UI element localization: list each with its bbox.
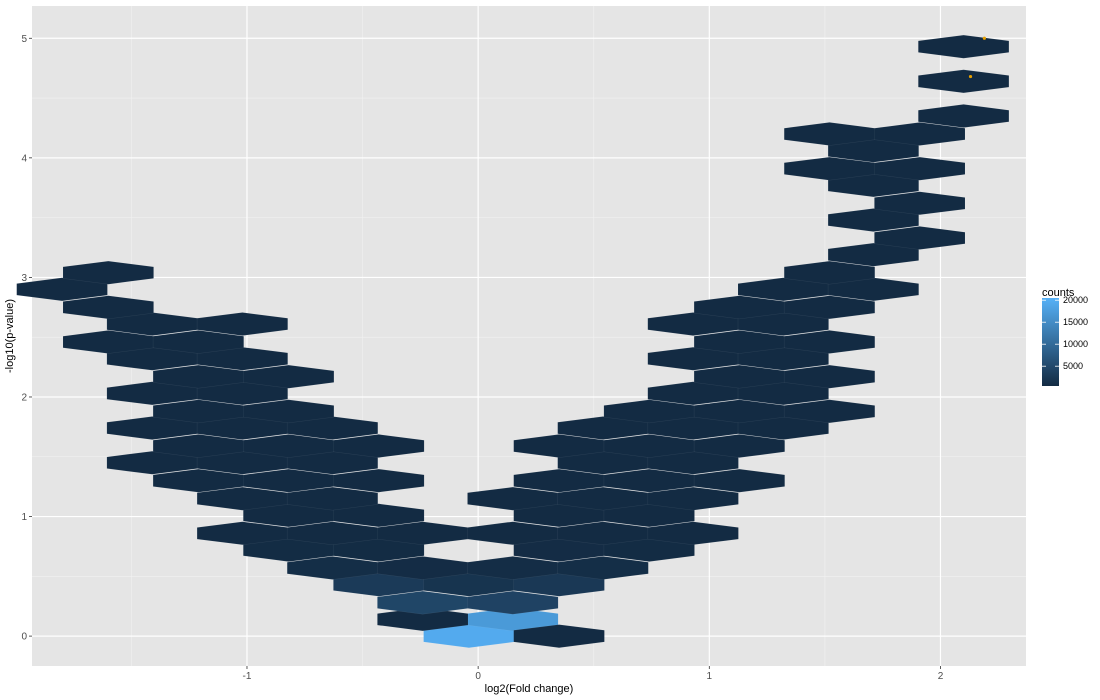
hexbin-layer — [16, 34, 1010, 648]
hex-bin — [918, 34, 1010, 59]
legend-label: 20000 — [1063, 295, 1088, 305]
x-tick-label: -1 — [243, 671, 252, 682]
hex-bin — [196, 312, 288, 336]
legend-label: 10000 — [1063, 339, 1088, 349]
hex-bin — [377, 607, 469, 632]
y-tick-label: 4 — [21, 153, 27, 164]
hex-bin — [874, 226, 966, 250]
legend-label: 15000 — [1063, 317, 1088, 327]
hex-bin — [333, 434, 425, 458]
hex-bin — [784, 364, 875, 389]
hex-bin — [243, 364, 335, 389]
hex-bin — [333, 468, 425, 493]
hex-bin — [513, 624, 605, 648]
legend-label: 5000 — [1063, 361, 1083, 371]
hex-bin — [647, 521, 739, 546]
hex-bin — [693, 468, 785, 493]
y-tick-label: 2 — [21, 392, 27, 403]
hex-bin — [784, 260, 875, 285]
hex-bin — [874, 191, 966, 216]
hex-bin — [152, 330, 244, 354]
hex-bin — [784, 330, 875, 354]
hex-bin — [918, 69, 1010, 94]
legend-labels: 20000 15000 10000 5000 — [1042, 295, 1088, 371]
hex-bin — [918, 104, 1010, 128]
legend: counts 20000 15000 10000 5000 — [1042, 287, 1088, 386]
legend-colorbar — [1042, 298, 1059, 386]
y-axis-title: -log10(p-value) — [4, 299, 16, 373]
hex-bin — [874, 122, 966, 146]
legend-title: counts — [1042, 287, 1075, 299]
x-tick-label: 0 — [475, 671, 481, 682]
x-tick-label: 1 — [707, 671, 713, 682]
x-axis-ticks: -1 0 1 2 — [243, 666, 944, 682]
hex-bin — [467, 590, 559, 615]
highlight-point — [968, 74, 973, 79]
hex-bin — [784, 399, 875, 424]
y-tick-label: 3 — [21, 273, 27, 284]
hex-bin — [693, 434, 785, 458]
hex-bin — [62, 295, 154, 320]
y-tick-label: 0 — [21, 632, 27, 643]
hex-bin — [647, 486, 739, 511]
y-tick-label: 1 — [21, 512, 27, 523]
y-tick-label: 5 — [21, 34, 27, 45]
y-axis-ticks: 0 1 2 3 4 5 — [21, 34, 32, 643]
x-tick-label: 2 — [938, 671, 944, 682]
hex-bin — [557, 556, 649, 580]
hex-bin — [874, 156, 966, 181]
hex-bin — [243, 399, 335, 424]
highlight-point — [982, 36, 986, 40]
hex-bin — [784, 295, 875, 320]
highlight-points-layer — [968, 36, 986, 79]
hex-bin — [62, 260, 154, 285]
hex-bin — [287, 486, 378, 511]
x-axis-title: log2(Fold change) — [485, 683, 574, 695]
